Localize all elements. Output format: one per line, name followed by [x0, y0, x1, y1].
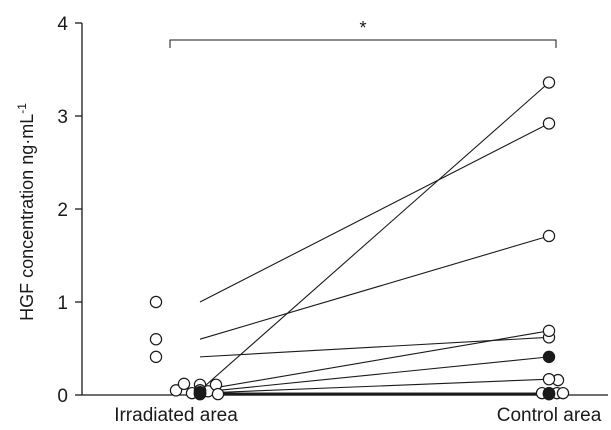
- category-label-irradiated: Irradiated area: [114, 405, 238, 426]
- significance-marker: *: [359, 18, 366, 38]
- y-tick-label-2: 2: [57, 200, 68, 221]
- data-point-control-4: [542, 324, 556, 338]
- data-point-extra-11: [556, 386, 570, 400]
- category-label-control: Control area: [497, 405, 602, 426]
- pair-line-5: [199, 356, 550, 393]
- pair-line-0: [199, 122, 550, 303]
- y-axis-title-superscript: -1: [15, 103, 29, 114]
- pair-line-3: [199, 82, 550, 391]
- data-point-control-1: [542, 229, 556, 243]
- data-point-irradiated-0: [149, 295, 163, 309]
- pair-line-4: [199, 330, 550, 391]
- y-tick-label-4: 4: [57, 14, 68, 35]
- data-point-control-9: [542, 387, 556, 401]
- data-point-control-3: [542, 76, 556, 89]
- y-axis-title: HGF concentration ng·mL-1: [15, 103, 37, 321]
- data-point-extra-6: [211, 387, 225, 401]
- y-tick-label-1: 1: [57, 293, 68, 314]
- markers: [149, 76, 570, 401]
- pair-line-1: [199, 235, 550, 340]
- data-point-irradiated-9: [193, 387, 207, 401]
- y-tick-label-0: 0: [57, 386, 68, 407]
- pair-line-6: [199, 378, 550, 394]
- data-point-control-5: [542, 350, 556, 364]
- data-point-irradiated-2: [149, 350, 163, 364]
- y-ticks: 0 1 2 3 4: [57, 14, 82, 407]
- data-point-control-0: [542, 117, 556, 130]
- data-point-extra-0: [169, 384, 183, 397]
- y-axis-title-text: HGF concentration ng·mL: [17, 114, 37, 321]
- data-point-control-6: [542, 372, 556, 386]
- data-point-extra-1: [177, 377, 191, 391]
- significance-bracket: [169, 39, 557, 48]
- pair-lines: [199, 82, 550, 396]
- data-point-irradiated-1: [149, 333, 163, 346]
- y-tick-label-3: 3: [57, 107, 68, 128]
